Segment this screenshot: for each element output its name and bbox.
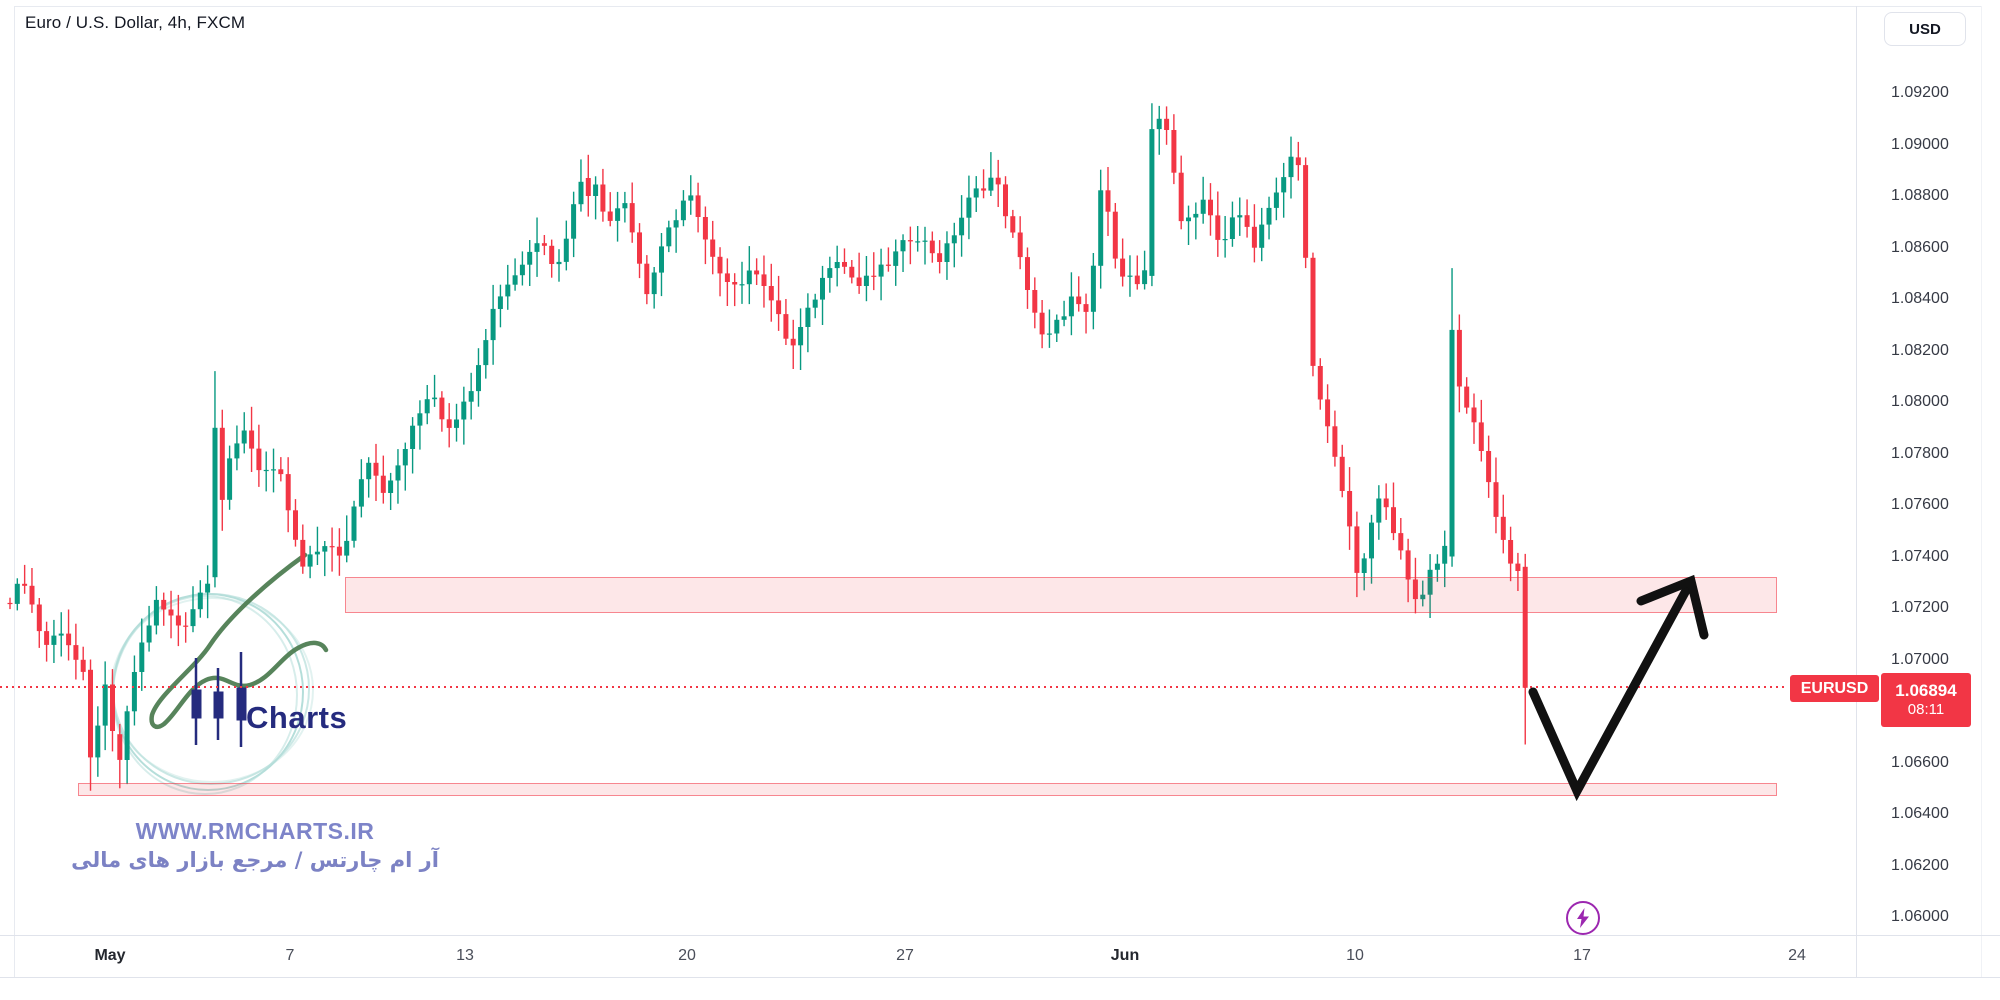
logo-r-squiggle <box>149 552 329 729</box>
price-tick-label: 1.08800 <box>1891 187 1949 204</box>
right-edge-line <box>1981 6 1982 977</box>
candlestick-pane[interactable] <box>0 0 1855 935</box>
current-price-value: 1.06894 <box>1895 681 1957 700</box>
current-price-line <box>0 686 1788 688</box>
chart-left-border <box>14 6 15 977</box>
time-tick-label: 7 <box>285 947 295 964</box>
logo-charts-text: Charts <box>246 700 348 735</box>
symbol-title: Euro / U.S. Dollar, 4h, FXCM <box>25 13 246 32</box>
currency-button[interactable]: USD <box>1884 12 1966 46</box>
time-tick-label: 27 <box>896 947 914 964</box>
time-tick-label: 20 <box>678 947 696 964</box>
time-tick-label: 10 <box>1346 947 1364 964</box>
price-axis-separator <box>1856 6 1857 977</box>
price-tick-label: 1.06000 <box>1891 908 1949 925</box>
price-tick-label: 1.07400 <box>1891 548 1949 565</box>
time-tick-label: May <box>94 947 126 964</box>
time-axis-separator <box>0 935 2000 936</box>
price-tick-label: 1.07200 <box>1891 599 1949 616</box>
lightning-marker[interactable] <box>1566 901 1600 935</box>
price-tick-label: 1.08000 <box>1891 393 1949 410</box>
price-tick-label: 1.08400 <box>1891 290 1949 307</box>
symbol-price-badge: EURUSD <box>1790 675 1879 702</box>
time-tick-label: Jun <box>1110 947 1140 964</box>
time-tick-label: 24 <box>1788 947 1806 964</box>
price-tick-label: 1.07800 <box>1891 445 1949 462</box>
price-tick-label: 1.09200 <box>1891 84 1949 101</box>
chart-top-border <box>14 6 1981 7</box>
bar-countdown: 08:11 <box>1907 701 1945 719</box>
logo-mini-candlesticks <box>191 652 247 747</box>
supply-zone[interactable] <box>345 577 1777 613</box>
price-tick-label: 1.07000 <box>1891 651 1949 668</box>
time-tick-label: 17 <box>1573 947 1591 964</box>
demand-zone[interactable] <box>78 783 1777 796</box>
price-tick-label: 1.06400 <box>1891 805 1949 822</box>
watermark-persian-text: آر ام چارتس / مرجع بازار های مالی <box>71 848 439 872</box>
price-tick-label: 1.06600 <box>1891 754 1949 771</box>
price-tick-label: 1.07600 <box>1891 496 1949 513</box>
price-tick-label: 1.08200 <box>1891 342 1949 359</box>
current-price-label: 1.06894 08:11 <box>1881 673 1971 727</box>
price-tick-label: 1.08600 <box>1891 239 1949 256</box>
lightning-icon <box>1577 908 1589 928</box>
watermark-url-text: WWW.RMCHARTS.IR <box>135 818 375 844</box>
time-tick-label: 13 <box>456 947 474 964</box>
price-tick-label: 1.06200 <box>1891 857 1949 874</box>
price-tick-label: 1.09000 <box>1891 136 1949 153</box>
bottom-edge-line <box>0 977 2000 978</box>
